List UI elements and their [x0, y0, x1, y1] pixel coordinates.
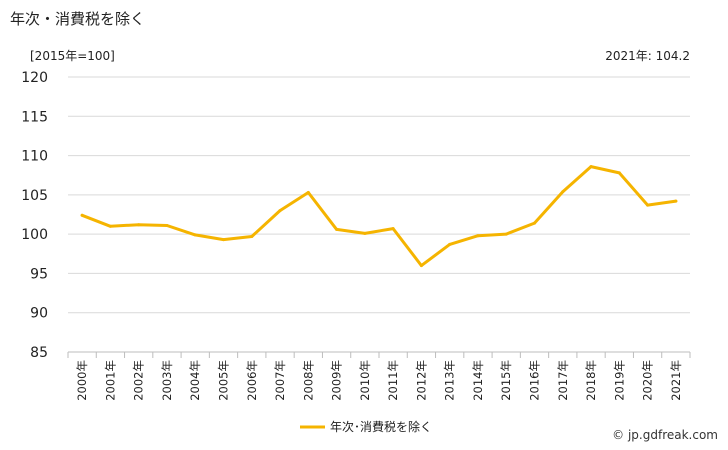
credit-text: © jp.gdfreak.com: [612, 428, 718, 442]
data-point: [646, 203, 650, 207]
x-tick-label: 2010年: [358, 360, 372, 401]
x-tick-label: 2019年: [612, 360, 626, 401]
x-tick-label: 2007年: [273, 360, 287, 401]
data-point: [561, 190, 565, 194]
data-point: [476, 234, 480, 238]
x-tick-label: 2015年: [499, 360, 513, 401]
data-point: [306, 191, 310, 194]
x-tick-label: 2001年: [103, 360, 117, 401]
x-tick-label: 2006年: [245, 360, 259, 401]
data-point: [674, 199, 678, 203]
data-point: [589, 165, 593, 169]
x-tick-label: 2018年: [584, 360, 598, 401]
unit-label: [2015年=100]: [30, 49, 115, 63]
data-point: [222, 238, 225, 242]
data-point: [617, 171, 621, 175]
y-tick-label: 100: [21, 227, 48, 243]
y-tick-label: 85: [30, 345, 48, 361]
y-tick-label: 110: [21, 149, 48, 165]
data-point: [391, 227, 395, 231]
x-tick-label: 2003年: [160, 360, 174, 401]
data-point: [363, 231, 367, 235]
legend: 年次･消費税を除く: [300, 419, 432, 434]
y-tick-label: 105: [21, 188, 48, 204]
data-point: [165, 224, 169, 227]
series-group: [80, 165, 678, 268]
x-tick-label: 2020年: [641, 360, 655, 401]
data-point: [137, 223, 141, 227]
y-tick-label: 115: [21, 109, 48, 125]
latest-value-label: 2021年: 104.2: [605, 49, 690, 63]
data-point: [108, 224, 112, 228]
x-tick-label: 2012年: [414, 360, 428, 401]
x-axis-ticks: 2000年 2001年 2002年 2003年 2004年 2005年 2006年 2007年…: [75, 360, 683, 401]
legend-label: 年次･消費税を除く: [330, 419, 432, 434]
x-tick-label: 2016年: [528, 360, 542, 401]
data-point: [533, 221, 536, 225]
chart-title: 年次・消費税を除く: [10, 10, 146, 28]
y-axis-ticks: 85 90 95 100 105 110 115 120: [21, 70, 48, 361]
y-tick-label: 90: [30, 306, 48, 322]
data-point: [80, 213, 84, 217]
data-point: [448, 242, 452, 246]
data-point: [504, 232, 508, 236]
x-tick-label: 2017年: [556, 360, 570, 401]
series-line: [80, 165, 678, 268]
data-point: [278, 209, 282, 213]
y-tick-label: 95: [30, 266, 48, 282]
x-tick-label: 2009年: [330, 360, 344, 401]
x-tick-label: 2021年: [669, 360, 683, 401]
x-tick-label: 2005年: [217, 360, 231, 401]
x-tick-label: 2008年: [301, 360, 315, 401]
data-point: [419, 264, 423, 268]
y-tick-label: 120: [21, 70, 48, 86]
gridlines: [67, 76, 691, 358]
data-point: [250, 235, 254, 238]
x-tick-label: 2014年: [471, 360, 485, 401]
x-tick-label: 2002年: [132, 360, 146, 401]
x-tick-label: 2013年: [443, 360, 457, 401]
x-tick-label: 2000年: [75, 360, 89, 401]
data-point: [335, 227, 339, 231]
data-point: [193, 233, 197, 237]
x-tick-label: 2011年: [386, 360, 400, 401]
x-tick-label: 2004年: [188, 360, 202, 401]
